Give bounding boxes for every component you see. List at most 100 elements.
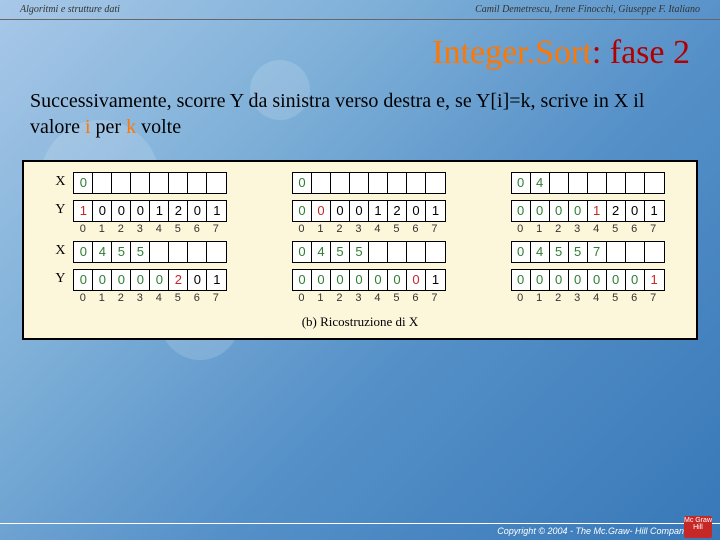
index: 6: [187, 291, 206, 304]
array-cell: 4: [531, 242, 550, 262]
array-cell: 5: [569, 242, 588, 262]
array-row: X0455045504557: [32, 241, 688, 263]
array-cell: 0: [512, 242, 531, 262]
index: 0: [511, 222, 530, 235]
array-cell: 0: [569, 201, 588, 221]
index: 1: [311, 222, 330, 235]
array-cells: 00000001: [292, 269, 446, 291]
array-cell: 0: [407, 270, 426, 290]
array-block: 0000000101234567: [493, 269, 665, 304]
array-cell: [312, 173, 331, 193]
index: 7: [425, 291, 444, 304]
array-cell: 0: [74, 270, 93, 290]
array-cell: 1: [150, 201, 169, 221]
index: 5: [168, 222, 187, 235]
array-cell: 0: [293, 242, 312, 262]
array-cells: 00000001: [511, 269, 665, 291]
index: 6: [406, 291, 425, 304]
panel: X0004Y1000120101234567000012010123456700…: [22, 160, 698, 340]
index: 6: [187, 222, 206, 235]
index: 0: [73, 222, 92, 235]
publisher-logo: Mc Graw Hill: [684, 516, 712, 538]
array-cells: 0: [292, 172, 446, 194]
array-block: 04557: [493, 241, 665, 263]
array-block: 0000120101234567: [493, 200, 665, 235]
array-label: [274, 172, 292, 174]
index: 0: [292, 291, 311, 304]
array-cell: 1: [426, 270, 445, 290]
array-cells: 04: [511, 172, 665, 194]
array-cell: 0: [369, 270, 388, 290]
array-row: Y100012010123456700001201012345670000120…: [32, 200, 688, 235]
array-indices: 01234567: [73, 222, 227, 235]
array-cell: 4: [312, 242, 331, 262]
index: 3: [130, 222, 149, 235]
array-cell: [645, 173, 664, 193]
index: 1: [530, 291, 549, 304]
index: 0: [73, 291, 92, 304]
index: 4: [587, 291, 606, 304]
index: 0: [511, 291, 530, 304]
header-right: Camil Demetrescu, Irene Finocchi, Giusep…: [475, 4, 700, 15]
array-cell: 1: [207, 270, 226, 290]
index: 2: [330, 291, 349, 304]
array-cell: 0: [331, 270, 350, 290]
array-block: 04: [493, 172, 665, 194]
array-cell: [169, 242, 188, 262]
array-cell: 0: [550, 201, 569, 221]
array-cell: 0: [93, 201, 112, 221]
array-cell: 0: [588, 270, 607, 290]
array-cell: [112, 173, 131, 193]
array-cells: 00001201: [511, 200, 665, 222]
array-label: Y: [55, 269, 73, 287]
array-cell: 5: [131, 242, 150, 262]
array-cell: 0: [531, 201, 550, 221]
array-cell: [626, 242, 645, 262]
array-cell: 1: [74, 201, 93, 221]
array-cell: 0: [112, 201, 131, 221]
array-cell: [350, 173, 369, 193]
array-block: 0000120101234567: [274, 200, 446, 235]
page-title: Integer.Sort: fase 2: [0, 20, 720, 82]
array-cell: [150, 173, 169, 193]
para-p3: per: [91, 116, 127, 138]
array-cell: [207, 173, 226, 193]
array-cell: 0: [74, 173, 93, 193]
array-cell: 2: [169, 201, 188, 221]
index: 5: [387, 222, 406, 235]
para-p5: volte: [136, 116, 181, 138]
array-label: [493, 200, 511, 202]
array-cell: 0: [388, 270, 407, 290]
index: 4: [587, 222, 606, 235]
array-cells: 04557: [511, 241, 665, 263]
array-cell: [645, 242, 664, 262]
array-cell: 0: [531, 270, 550, 290]
array-cell: 0: [626, 201, 645, 221]
array-cell: 0: [74, 242, 93, 262]
array-cells: 00000201: [73, 269, 227, 291]
array-cell: 0: [350, 201, 369, 221]
array-block: 0455: [274, 241, 446, 263]
array-cell: 1: [426, 201, 445, 221]
array-cell: [550, 173, 569, 193]
array-cell: [407, 242, 426, 262]
array-cell: 0: [131, 201, 150, 221]
array-cell: 0: [312, 270, 331, 290]
array-cell: 1: [369, 201, 388, 221]
index: 1: [530, 222, 549, 235]
title-prefix: Integer.Sort: [432, 34, 592, 71]
array-cell: 0: [293, 270, 312, 290]
array-indices: 01234567: [511, 222, 665, 235]
array-cell: [188, 242, 207, 262]
array-cells: 0: [73, 172, 227, 194]
array-cell: [188, 173, 207, 193]
array-cell: [369, 242, 388, 262]
array-cell: [569, 173, 588, 193]
array-label: X: [55, 172, 73, 190]
array-cell: [93, 173, 112, 193]
array-cell: [207, 242, 226, 262]
array-cell: 4: [531, 173, 550, 193]
array-cell: 0: [512, 201, 531, 221]
index: 6: [625, 291, 644, 304]
index: 6: [406, 222, 425, 235]
